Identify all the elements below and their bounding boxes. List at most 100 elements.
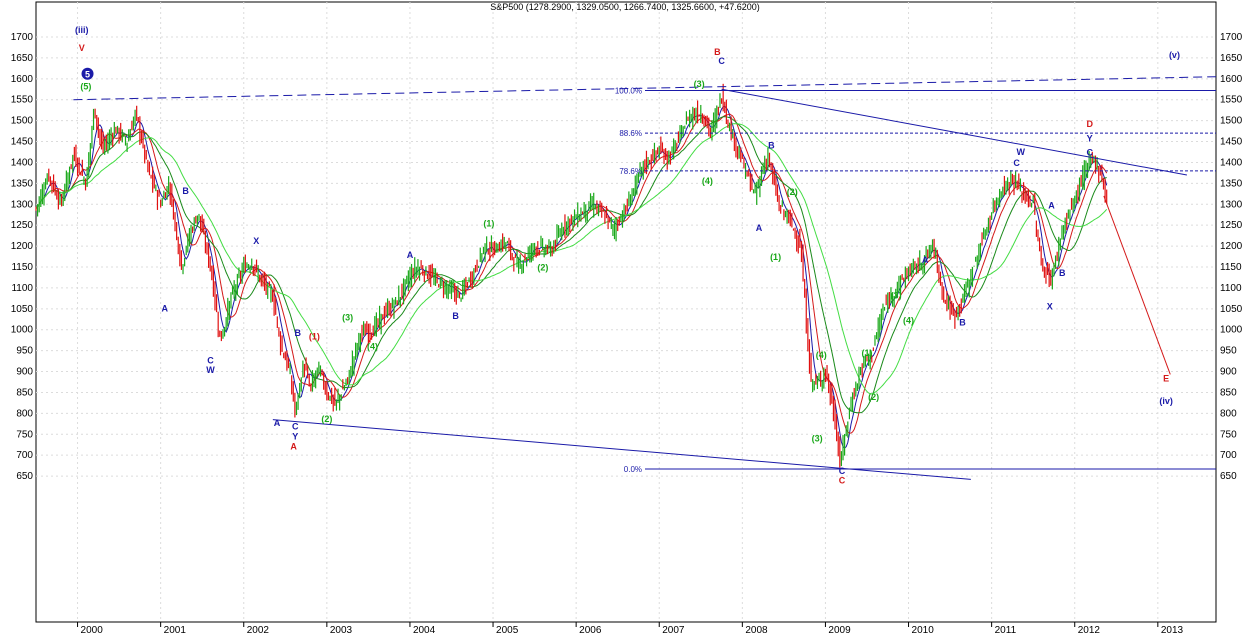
wave-label: A bbox=[162, 304, 169, 314]
y-tick-label-left: 1300 bbox=[11, 199, 34, 210]
y-tick-label-left: 1350 bbox=[11, 178, 34, 189]
x-tick-label: 2012 bbox=[1078, 625, 1101, 636]
wave-label: C bbox=[839, 476, 846, 486]
fib-label: 78.6% bbox=[619, 167, 642, 176]
wave-label: C bbox=[292, 422, 299, 432]
y-tick-label-left: 1600 bbox=[11, 74, 34, 85]
gridlines bbox=[36, 2, 1216, 622]
wave-label: (3) bbox=[812, 433, 823, 443]
wave-label: B bbox=[959, 318, 966, 328]
wave-label: W bbox=[206, 365, 215, 375]
y-tick-label-left: 750 bbox=[16, 429, 33, 440]
y-tick-label-right: 1100 bbox=[1220, 283, 1242, 294]
fib-label: 0.0% bbox=[624, 465, 642, 474]
wave-label: A bbox=[407, 250, 414, 260]
x-tick-label: 2006 bbox=[579, 625, 602, 636]
wave-label: X bbox=[253, 236, 259, 246]
y-tick-label-left: 850 bbox=[16, 387, 33, 398]
wave-label: (v) bbox=[1169, 50, 1180, 60]
y-tick-label-right: 1000 bbox=[1220, 325, 1243, 336]
y-tick-label-left: 650 bbox=[16, 471, 33, 482]
wave-label: (4) bbox=[903, 315, 914, 325]
x-tick-label: 2005 bbox=[496, 625, 519, 636]
y-tick-label-left: 1000 bbox=[11, 325, 34, 336]
x-tick-label: 2003 bbox=[330, 625, 353, 636]
y-tick-label-left: 1200 bbox=[11, 241, 34, 252]
y-tick-label-left: 1150 bbox=[11, 262, 33, 273]
trend-line-descending-top bbox=[721, 88, 1188, 176]
y-tick-label-left: 1050 bbox=[11, 304, 34, 315]
y-tick-label-right: 1300 bbox=[1220, 199, 1243, 210]
ma-light-green bbox=[35, 123, 1108, 395]
wave-label: C bbox=[839, 466, 846, 476]
wave-label: B bbox=[295, 328, 302, 338]
y-tick-label-right: 1500 bbox=[1220, 116, 1243, 127]
y-tick-label-left: 1700 bbox=[11, 32, 34, 43]
wave-label: W bbox=[1016, 147, 1025, 157]
wave-label: A bbox=[756, 223, 763, 233]
wave-label: B bbox=[452, 311, 459, 321]
wave-label: A bbox=[922, 255, 929, 265]
wave-circle-marker bbox=[81, 67, 94, 80]
fib-label: 88.6% bbox=[619, 129, 642, 138]
wave-label: E bbox=[1163, 374, 1169, 384]
y-tick-label-left: 1500 bbox=[11, 116, 34, 127]
wave-label: (3) bbox=[342, 313, 353, 323]
y-tick-label-right: 1050 bbox=[1220, 304, 1243, 315]
y-tick-label-left: 1100 bbox=[11, 283, 33, 294]
trend-line-projection bbox=[1103, 195, 1171, 375]
wave-label: C bbox=[1013, 158, 1020, 168]
wave-label: C bbox=[1086, 147, 1093, 157]
y-tick-label-left: 1450 bbox=[11, 137, 34, 148]
wave-label: (4) bbox=[816, 350, 827, 360]
y-tick-label-right: 900 bbox=[1220, 367, 1237, 378]
x-tick-label: 2010 bbox=[912, 625, 935, 636]
wave-label: (3) bbox=[891, 290, 902, 300]
y-tick-label-left: 700 bbox=[16, 450, 33, 461]
x-tick-label: 2000 bbox=[81, 625, 104, 636]
wave-label: (iii) bbox=[75, 25, 89, 35]
y-tick-label-right: 800 bbox=[1220, 408, 1237, 419]
wave-label: (5) bbox=[80, 81, 91, 91]
x-tick-label: 2013 bbox=[1161, 625, 1184, 636]
chart-title: S&P500 (1278.2900, 1329.0500, 1266.7400,… bbox=[490, 2, 760, 12]
trend-line-lower-channel bbox=[272, 419, 971, 480]
y-tick-label-left: 800 bbox=[16, 408, 33, 419]
trend-line-upper-dashed bbox=[73, 76, 1217, 101]
wave-label: (1) bbox=[770, 252, 781, 262]
wave-label: X bbox=[1047, 302, 1053, 312]
wave-label: B bbox=[182, 186, 189, 196]
plot-frame bbox=[35, 1, 1217, 623]
y-tick-label-right: 1350 bbox=[1220, 178, 1243, 189]
wave-label: B bbox=[1059, 268, 1066, 278]
wave-label: B bbox=[714, 47, 721, 57]
y-tick-label-left: 1400 bbox=[11, 157, 34, 168]
y-tick-label-right: 1150 bbox=[1220, 262, 1242, 273]
x-tick-label: 2011 bbox=[995, 625, 1017, 636]
y-tick-label-left: 900 bbox=[16, 367, 33, 378]
y-tick-label-right: 1250 bbox=[1220, 220, 1243, 231]
y-tick-label-left: 1550 bbox=[11, 95, 34, 106]
x-tick-label: 2002 bbox=[247, 625, 270, 636]
wave-label: 5 bbox=[85, 70, 90, 80]
wave-label: C bbox=[207, 356, 214, 366]
x-tick-label: 2004 bbox=[413, 625, 436, 636]
wave-label: (2) bbox=[537, 262, 548, 272]
trend-lines bbox=[73, 76, 1217, 480]
wave-label: A bbox=[274, 418, 281, 428]
fib-label: 100.0% bbox=[615, 87, 642, 96]
ma-dark-green bbox=[35, 116, 1107, 414]
ma-red bbox=[35, 113, 1108, 434]
wave-label: B bbox=[768, 141, 775, 151]
wave-label: (2) bbox=[787, 187, 798, 197]
wave-label: (3) bbox=[694, 79, 705, 89]
wave-label: D bbox=[1086, 119, 1093, 129]
y-tick-label-right: 1600 bbox=[1220, 74, 1243, 85]
wave-label: (1) bbox=[861, 348, 872, 358]
y-tick-label-right: 1650 bbox=[1220, 53, 1243, 64]
wave-label: (4) bbox=[367, 341, 378, 351]
fibonacci-levels: 100.0% 88.6% 78.6% 0.0% bbox=[615, 87, 1216, 474]
